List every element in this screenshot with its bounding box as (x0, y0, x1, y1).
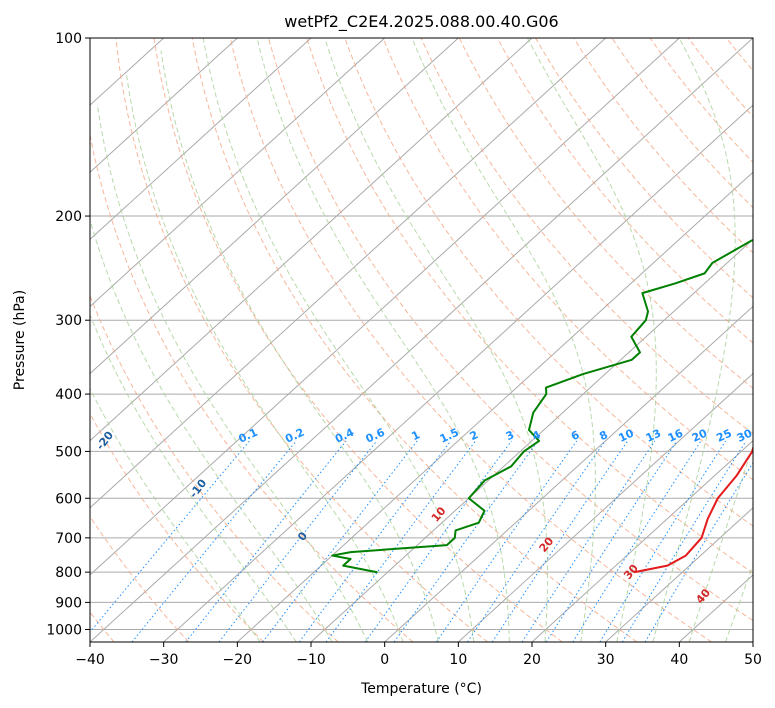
mixing-ratio-line-13 (545, 440, 678, 642)
y-tick-label: 800 (55, 565, 82, 581)
moist-adiabat-10 (202, 38, 475, 642)
mixing-ratio-line-0 (90, 440, 250, 633)
isotherm--100 (90, 38, 312, 241)
dewpoint-profile (331, 238, 753, 574)
y-tick-label: 500 (55, 444, 82, 460)
isotherm-20 (531, 439, 753, 642)
moist-adiabat-20 (324, 38, 549, 642)
isotherm--80 (90, 38, 459, 375)
moist-adiabat-45 (725, 563, 753, 642)
y-tick-label: 100 (55, 31, 82, 47)
isotherm-0 (384, 305, 753, 642)
moist-adiabat-35 (652, 38, 736, 642)
x-tick-label: 30 (597, 652, 615, 668)
dry-adiabat-90 (420, 38, 753, 435)
profile-lines (331, 238, 753, 574)
y-tick-label: 400 (55, 387, 82, 403)
x-tick-label: −40 (75, 652, 105, 668)
dry-adiabat-60 (306, 38, 753, 574)
y-tick-label: 700 (55, 531, 82, 547)
moist-adiabat-0 (125, 73, 404, 642)
isotherm-30 (605, 507, 753, 642)
dry-adiabat-50 (268, 38, 753, 622)
y-tick-label: 600 (55, 491, 82, 507)
y-tick-label: 200 (55, 209, 82, 225)
isotherm--70 (90, 38, 533, 442)
isotherm--90 (90, 38, 386, 308)
mixing-ratio-line-5 (298, 440, 452, 642)
x-tick-label: 40 (670, 652, 688, 668)
mixing-ratio-label: 16 (666, 426, 686, 444)
mixing-ratio-line-1 (131, 440, 297, 642)
dry-adiabat-120 (535, 38, 753, 299)
moist-adiabat--15 (90, 313, 297, 642)
dry-adiabat--20 (90, 412, 264, 642)
axes: −40 −30 −20 −10 0 10 20 30 40 50 100 200 300 400 500 60… (46, 31, 762, 668)
mixing-ratio-label: 30 (735, 426, 755, 444)
dry-adiabat-110 (496, 38, 753, 344)
isotherm--50 (90, 38, 680, 576)
moist-adiabat-15 (256, 38, 510, 642)
dry-adiabat-40 (229, 38, 712, 642)
x-tick-label: 0 (380, 652, 389, 668)
dry-adiabat-30 (191, 38, 638, 642)
mixing-ratio-label: 25 (714, 427, 733, 445)
isotherm--40 (90, 38, 753, 642)
x-tick-label: −10 (296, 652, 326, 668)
plot-frame (89, 37, 754, 643)
temperature-profile (633, 445, 753, 574)
y-tick-label: 900 (55, 595, 82, 611)
chart-title: wetPf2_C2E4.2025.088.00.40.G06 (284, 12, 558, 32)
y-axis-title: Pressure (hPa) (12, 290, 28, 390)
mixing-ratio-line-14 (572, 440, 702, 642)
moist-adiabat-5 (160, 50, 439, 642)
mixing-ratio-line-9 (436, 440, 578, 642)
dry-adiabat-20 (153, 38, 563, 642)
mixing-ratio-line-7 (364, 440, 512, 642)
y-tick-label: 300 (55, 313, 82, 329)
mixing-ratio-line-15 (599, 440, 727, 642)
dry-adiabat-10 (115, 38, 488, 642)
isotherm--30 (163, 104, 753, 642)
mixing-ratio-line-12 (521, 440, 656, 642)
moist-adiabat--10 (90, 218, 333, 642)
mixing-ratio-line-10 (467, 440, 606, 642)
mixing-ratio-label: 10 (617, 426, 637, 444)
background-lines (90, 38, 753, 642)
x-tick-label: −20 (223, 652, 253, 668)
y-tick-label: 1000 (46, 622, 82, 638)
x-axis-title: Temperature (°C) (360, 681, 482, 697)
moist-adiabat-40 (688, 444, 753, 642)
isotherm--60 (90, 38, 607, 509)
isotherm--110 (90, 38, 238, 173)
mixing-ratio-line-17 (644, 461, 753, 642)
moist-adiabat-25 (411, 38, 596, 642)
mixing-ratio-label: 13 (644, 427, 663, 445)
mixing-ratio-line-3 (218, 440, 378, 642)
x-tick-label: 10 (449, 652, 467, 668)
isotherm--20 (236, 171, 753, 642)
mixing-ratio-line-16 (621, 440, 747, 642)
mixing-ratio-label: 20 (690, 426, 710, 444)
x-tick-label: −30 (149, 652, 179, 668)
dry-adiabat-70 (344, 38, 753, 527)
isotherm-10 (457, 372, 753, 642)
x-tick-label: 50 (744, 652, 762, 668)
mixing-ratio-line-6 (325, 440, 476, 642)
dry-adiabat-0 (90, 132, 414, 642)
mixing-ratio-line-11 (491, 440, 629, 642)
x-tick-label: 20 (523, 652, 541, 668)
